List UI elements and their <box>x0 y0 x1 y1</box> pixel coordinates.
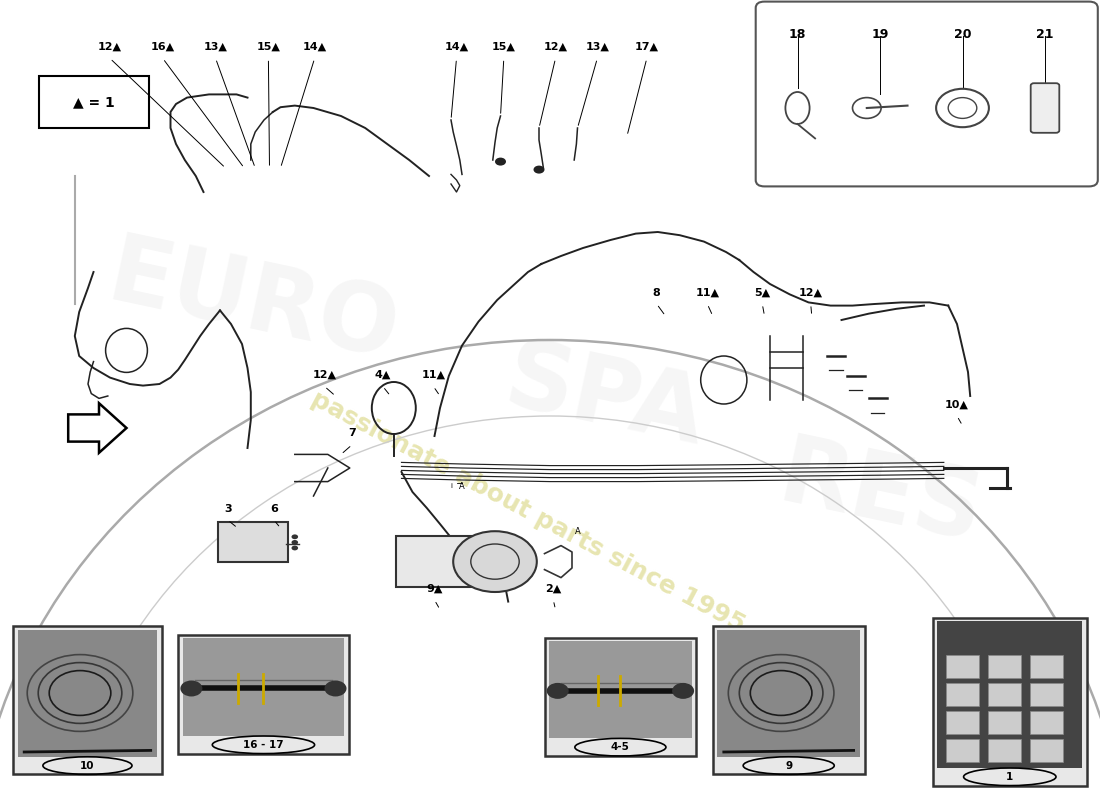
Text: A: A <box>574 527 581 537</box>
Text: 12▲: 12▲ <box>98 42 122 52</box>
Text: 15▲: 15▲ <box>492 42 516 52</box>
Bar <box>1030 711 1063 734</box>
Text: 16▲: 16▲ <box>151 42 175 52</box>
Circle shape <box>534 166 544 174</box>
Text: 12▲: 12▲ <box>799 288 823 298</box>
Bar <box>183 638 344 736</box>
Circle shape <box>453 531 537 592</box>
Text: 11▲: 11▲ <box>421 370 446 380</box>
Text: SPA: SPA <box>497 334 713 466</box>
Circle shape <box>180 681 202 697</box>
Text: 10: 10 <box>80 761 95 770</box>
Text: i: i <box>450 483 452 490</box>
Bar <box>549 641 692 738</box>
Circle shape <box>495 158 506 166</box>
Bar <box>18 630 157 757</box>
Text: 21: 21 <box>1036 28 1054 41</box>
Text: A: A <box>459 482 465 491</box>
Text: 10▲: 10▲ <box>945 400 969 410</box>
Bar <box>988 683 1021 706</box>
Text: 2▲: 2▲ <box>546 584 561 594</box>
Text: 4▲: 4▲ <box>375 370 390 380</box>
Text: 9: 9 <box>785 761 792 770</box>
FancyBboxPatch shape <box>396 536 483 587</box>
FancyBboxPatch shape <box>218 522 288 562</box>
Text: 5▲: 5▲ <box>755 288 770 298</box>
Circle shape <box>672 683 694 699</box>
Text: 15▲: 15▲ <box>256 42 280 52</box>
Text: 6: 6 <box>270 504 278 514</box>
Bar <box>988 739 1021 762</box>
Text: 12▲: 12▲ <box>543 42 568 52</box>
Circle shape <box>324 681 346 697</box>
FancyBboxPatch shape <box>756 2 1098 186</box>
Text: 3: 3 <box>224 504 231 514</box>
Text: 20: 20 <box>954 28 971 41</box>
Bar <box>933 618 1087 786</box>
Circle shape <box>292 540 298 545</box>
FancyBboxPatch shape <box>39 76 148 128</box>
Text: 9▲: 9▲ <box>427 584 442 594</box>
Text: 13▲: 13▲ <box>204 42 228 52</box>
Text: 17▲: 17▲ <box>635 42 659 52</box>
Circle shape <box>292 534 298 539</box>
Bar <box>937 621 1082 768</box>
Bar <box>178 635 349 754</box>
Bar <box>946 683 979 706</box>
Bar <box>946 655 979 678</box>
Bar <box>13 626 162 774</box>
Text: 12▲: 12▲ <box>312 370 337 380</box>
Bar <box>544 638 696 756</box>
Text: EURO: EURO <box>100 229 406 379</box>
Text: 8: 8 <box>652 288 661 298</box>
Text: 13▲: 13▲ <box>585 42 609 52</box>
Bar <box>1030 683 1063 706</box>
Text: ▲ = 1: ▲ = 1 <box>73 95 114 109</box>
Bar <box>988 655 1021 678</box>
Bar <box>946 711 979 734</box>
Text: 7: 7 <box>348 429 356 438</box>
Bar <box>1030 655 1063 678</box>
Polygon shape <box>68 403 126 453</box>
Text: 1: 1 <box>1006 772 1013 782</box>
Bar <box>988 711 1021 734</box>
Bar <box>717 630 860 757</box>
Text: 19: 19 <box>871 28 889 41</box>
FancyBboxPatch shape <box>1031 83 1059 133</box>
Bar <box>1030 739 1063 762</box>
Text: 11▲: 11▲ <box>695 288 719 298</box>
Text: 16 - 17: 16 - 17 <box>243 740 284 750</box>
Bar <box>713 626 865 774</box>
Text: RES: RES <box>770 430 990 562</box>
Text: 18: 18 <box>789 28 806 41</box>
Bar <box>946 739 979 762</box>
Text: passionate about parts since 1995: passionate about parts since 1995 <box>307 387 749 637</box>
Circle shape <box>547 683 569 699</box>
Circle shape <box>292 546 298 550</box>
Text: 4-5: 4-5 <box>610 742 630 752</box>
Text: 14▲: 14▲ <box>302 42 327 52</box>
Text: 14▲: 14▲ <box>444 42 469 52</box>
